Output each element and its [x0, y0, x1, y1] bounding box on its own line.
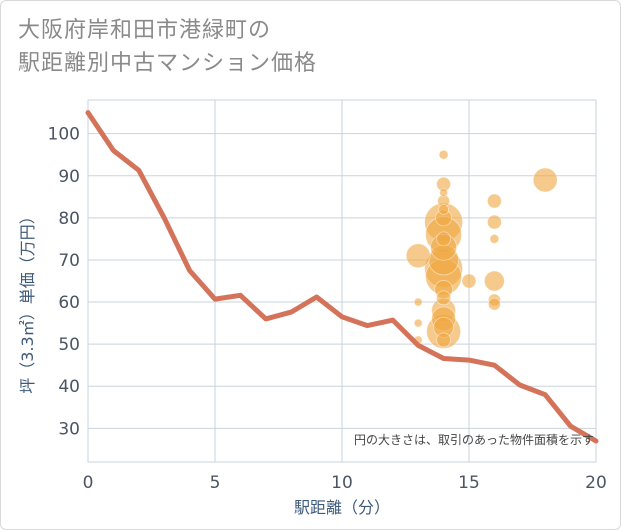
y-tick-label: 40 — [58, 377, 80, 397]
bubble-point — [438, 149, 449, 160]
x-tick-label: 5 — [210, 473, 221, 493]
y-tick-label: 50 — [58, 335, 80, 355]
grid — [87, 99, 597, 463]
x-tick-label: 0 — [83, 473, 94, 493]
bubble-point — [413, 297, 423, 307]
bubble-point — [405, 243, 431, 269]
line-series — [85, 110, 599, 444]
x-axis-title: 駅距離（分） — [294, 498, 390, 517]
bubble-point — [489, 234, 500, 244]
bubble-point — [439, 188, 449, 198]
bubble-series — [405, 149, 558, 349]
title-line-1: 大阪府岸和田市港緑町の — [18, 18, 272, 43]
tick-labels: 0 5 10 15 20 30 40 50 60 70 80 90 100 — [48, 125, 607, 493]
y-tick-label: 80 — [58, 209, 80, 229]
bubble-point — [532, 167, 558, 193]
y-tick-label: 60 — [58, 293, 80, 313]
y-tick-label: 70 — [58, 251, 80, 271]
x-tick-label: 20 — [585, 473, 607, 493]
bubble-point — [487, 297, 501, 311]
y-axis-title: 坪（3.3㎡）単価（万円） — [18, 208, 37, 393]
bubble-point — [486, 214, 502, 230]
size-note: 円の大きさは、取引のあった物件面積を示す — [354, 432, 594, 447]
bubble-point — [436, 332, 452, 348]
y-tick-label: 30 — [58, 419, 80, 439]
bubble-point — [486, 193, 502, 209]
chart-title: 大阪府岸和田市港緑町の 駅距離別中古マンション価格 — [18, 14, 317, 80]
x-tick-label: 15 — [458, 473, 480, 493]
title-line-2: 駅距離別中古マンション価格 — [18, 51, 318, 76]
bubble-point — [436, 290, 452, 306]
bubble-point — [413, 318, 423, 328]
bubble-point — [483, 270, 505, 292]
y-tick-label: 90 — [58, 167, 80, 187]
y-tick-label: 100 — [48, 125, 80, 145]
price-line — [85, 110, 599, 444]
bubble-point — [436, 231, 452, 247]
bubble-point — [461, 273, 477, 289]
bubble-point — [438, 204, 450, 215]
x-tick-label: 10 — [331, 473, 353, 493]
